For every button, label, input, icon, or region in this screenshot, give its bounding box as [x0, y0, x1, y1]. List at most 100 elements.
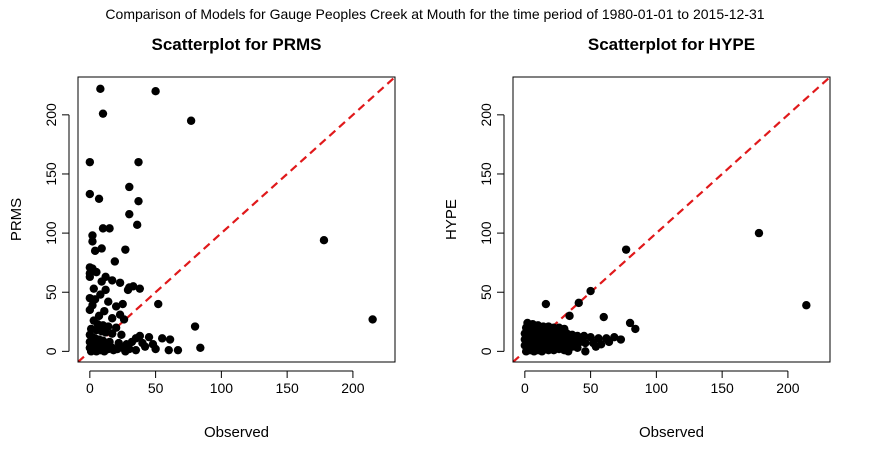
data-point: [134, 157, 143, 167]
data-point: [604, 337, 614, 347]
data-point: [754, 228, 764, 238]
data-point: [537, 347, 547, 356]
data-point: [541, 299, 551, 309]
data-point: [140, 342, 150, 351]
data-point: [109, 345, 118, 355]
data-point: [134, 196, 143, 206]
x-tick-label: 50: [148, 380, 164, 396]
data-point: [125, 209, 134, 219]
data-point: [631, 324, 640, 334]
data-point: [97, 277, 106, 286]
data-point: [574, 298, 583, 308]
x-tick-label: 200: [776, 380, 800, 396]
data-point: [97, 244, 106, 253]
data-point: [121, 347, 130, 356]
x-tick-label: 100: [210, 380, 234, 396]
data-point: [96, 84, 105, 94]
data-point: [196, 343, 205, 353]
data-point: [104, 297, 113, 306]
plot-frame: [512, 76, 831, 363]
data-point: [88, 231, 97, 240]
x-tick-label: 150: [710, 380, 734, 396]
y-tick-label: 150: [43, 162, 59, 186]
data-point: [164, 345, 173, 355]
data-point: [92, 267, 101, 277]
data-point: [565, 311, 574, 321]
y-tick-label: 100: [478, 221, 494, 245]
data-point: [131, 345, 141, 355]
x-tick-label: 50: [583, 380, 599, 396]
y-axis-label: HYPE: [443, 199, 460, 240]
data-point: [319, 235, 329, 245]
data-point: [90, 246, 100, 256]
data-point: [616, 335, 626, 344]
x-tick-label: 0: [86, 380, 94, 396]
data-point: [119, 315, 129, 324]
data-point: [591, 342, 601, 351]
x-axis-label: Observed: [204, 424, 269, 441]
data-point: [94, 194, 104, 204]
data-point: [621, 245, 631, 254]
data-point: [190, 322, 200, 331]
data-point: [802, 301, 811, 310]
data-point: [579, 331, 589, 341]
y-tick-label: 200: [478, 103, 494, 127]
data-point: [98, 109, 108, 118]
x-tick-label: 150: [275, 380, 299, 396]
reference-line: [513, 77, 830, 362]
chart-title: Scatterplot for HYPE: [588, 35, 755, 54]
data-point: [115, 278, 125, 287]
data-point: [121, 245, 130, 254]
reference-line: [78, 77, 395, 362]
data-point: [186, 116, 196, 125]
x-tick-label: 100: [645, 380, 669, 396]
data-point: [88, 237, 97, 246]
chart-title: Scatterplot for PRMS: [151, 35, 321, 54]
data-point: [127, 337, 137, 347]
data-point: [125, 182, 134, 192]
data-point: [107, 329, 117, 338]
data-point: [625, 318, 635, 328]
data-point: [173, 345, 183, 355]
data-point: [599, 312, 608, 322]
data-point: [85, 189, 95, 199]
y-tick-label: 50: [43, 284, 59, 300]
data-point: [107, 314, 117, 323]
data-point: [105, 224, 114, 233]
chart-hype: Scatterplot for HYPE 0 50 100 150 200 0 50 100 15…: [443, 35, 831, 441]
y-axis-label: PRMS: [8, 198, 25, 241]
data-point: [85, 272, 95, 282]
data-point: [151, 344, 160, 354]
data-point: [581, 347, 590, 356]
data-point: [117, 330, 126, 340]
data-point: [125, 283, 134, 292]
plot-frame: [77, 76, 396, 363]
data-point: [157, 334, 167, 343]
data-point: [144, 332, 154, 342]
y-tick-label: 200: [43, 103, 59, 127]
data-point: [368, 315, 377, 324]
y-tick-label: 100: [43, 221, 59, 245]
data-point: [85, 157, 95, 167]
x-tick-label: 0: [521, 380, 529, 396]
data-point: [98, 224, 108, 233]
data-point: [107, 276, 117, 285]
data-point: [85, 305, 95, 315]
figure-suptitle: Comparison of Models for Gauge Peoples C…: [105, 6, 765, 22]
data-point: [165, 335, 175, 344]
data-point: [132, 220, 142, 230]
y-tick-label: 50: [478, 284, 494, 300]
data-point: [581, 338, 590, 348]
x-axis-label: Observed: [639, 424, 704, 441]
data-point: [573, 343, 582, 353]
y-tick-label: 0: [478, 347, 494, 355]
y-tick-label: 0: [43, 347, 59, 355]
chart-prms: Scatterplot for PRMS 0 50 100 150 200 0 50 100 15…: [8, 35, 396, 441]
data-point: [135, 284, 145, 293]
data-point: [101, 328, 110, 337]
data-point: [151, 86, 160, 96]
data-point: [111, 323, 121, 332]
y-tick-label: 150: [478, 162, 494, 186]
data-point: [110, 257, 120, 266]
data-point: [89, 284, 98, 293]
